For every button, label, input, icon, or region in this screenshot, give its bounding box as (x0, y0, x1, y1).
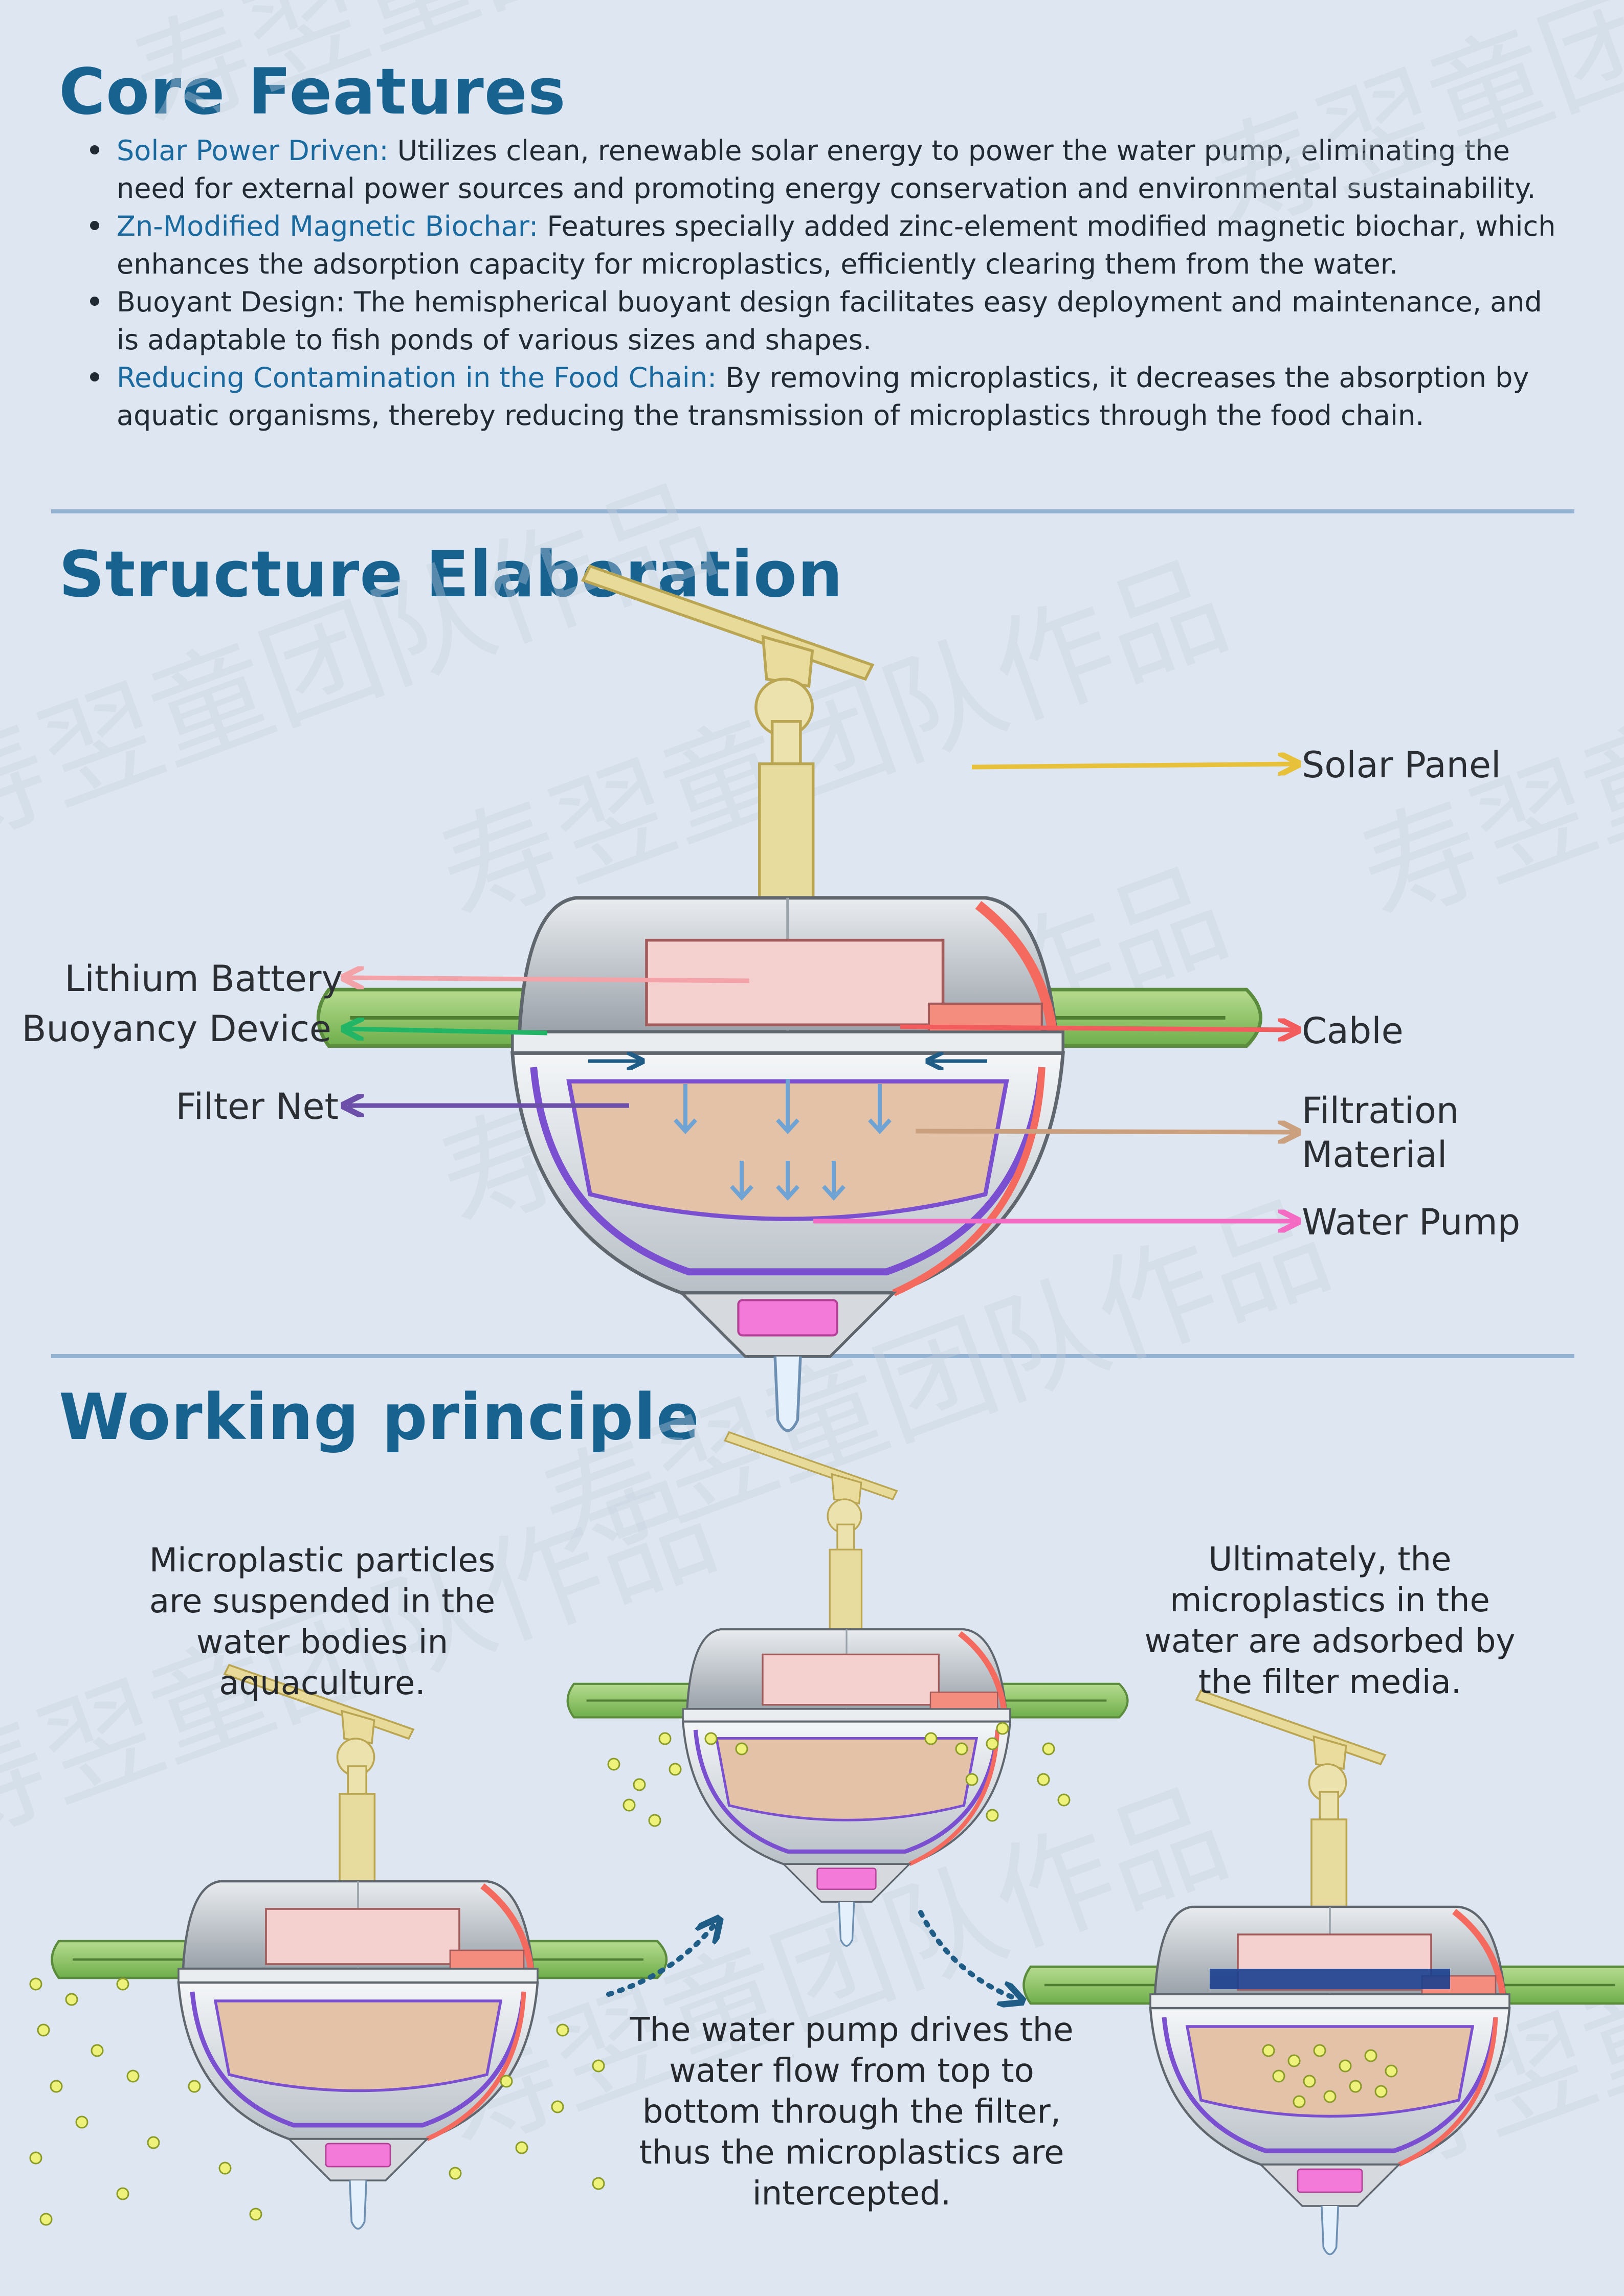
cable-leader (900, 1027, 1294, 1030)
working-step3-device (1024, 1691, 1624, 2255)
core-features-title: Core Features (59, 55, 566, 129)
filtration-material-leader (915, 1131, 1294, 1132)
feature-lead: Reducing Contamination in the Food Chain… (117, 362, 717, 394)
flow-arrow-down (918, 1910, 1018, 1999)
label-filtration-material-line2: Material (1302, 1134, 1447, 1176)
svg-text:寿翌童团队作品: 寿翌童团队作品 (1190, 0, 1624, 257)
core-features-list: Solar Power Driven: Utilizes clean, rene… (86, 132, 1559, 435)
svg-text:寿翌童团队作品: 寿翌童团队作品 (1344, 537, 1624, 947)
feature-text: Features specially added zinc-element mo… (117, 210, 1556, 280)
solar-panel-leader (971, 764, 1294, 767)
label-filter-net: Filter Net (176, 1086, 339, 1128)
structure-diagram: Solar Panel Lithium Battery Buoyancy Dev… (22, 566, 1520, 1431)
feature-text: Utilizes clean, renewable solar energy t… (117, 134, 1536, 205)
buoyancy-device-leader (348, 1029, 548, 1033)
svg-text:寿翌童团队作品: 寿翌童团队作品 (116, 0, 937, 154)
label-water-pump: Water Pump (1302, 1201, 1520, 1243)
structure-title: Structure Elaboration (59, 538, 843, 612)
feature-text: Buoyant Design: The hemispherical buoyan… (117, 286, 1542, 356)
flow-arrow-up (606, 1923, 716, 1997)
label-lithium-battery: Lithium Battery (64, 958, 343, 1000)
step3-caption: Ultimately, the microplastics in the wat… (1144, 1541, 1516, 1701)
label-cable: Cable (1302, 1010, 1404, 1052)
flow-arrows (674, 1079, 892, 1201)
feature-lead: Solar Power Driven: (117, 134, 389, 167)
feature-text: By removing microplastics, it decreases … (117, 362, 1529, 432)
step2-caption: The water pump drives the water flow fro… (630, 2011, 1074, 2213)
working-title: Working principle (59, 1381, 700, 1454)
microplastic-particles (29, 1722, 1398, 2226)
label-solar-panel: Solar Panel (1302, 744, 1501, 786)
section-divider (51, 509, 1574, 513)
feature-item: Zn-Modified Magnetic Biochar: Features s… (86, 208, 1559, 283)
feature-lead: Zn-Modified Magnetic Biochar: (117, 210, 539, 242)
label-filtration-material: Filtration (1302, 1090, 1459, 1132)
label-buoyancy-device: Buoyancy Device (22, 1008, 331, 1050)
feature-item: Solar Power Driven: Utilizes clean, rene… (86, 132, 1559, 208)
lithium-battery-leader (348, 978, 750, 981)
step1-caption: Microplastic particles are suspended in … (149, 1542, 496, 1702)
feature-item: Reducing Contamination in the Food Chain… (86, 359, 1559, 435)
feature-item: Buoyant Design: The hemispherical buoyan… (86, 283, 1559, 359)
